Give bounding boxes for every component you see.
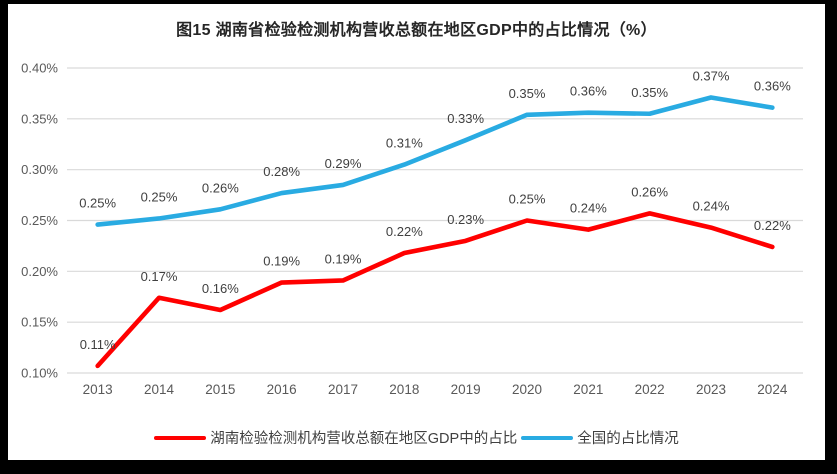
x-tick-label: 2021 bbox=[573, 382, 603, 397]
data-label: 0.26% bbox=[202, 180, 239, 195]
x-tick-label: 2013 bbox=[83, 382, 113, 397]
data-label: 0.22% bbox=[754, 218, 791, 233]
data-label: 0.19% bbox=[325, 251, 362, 266]
legend: 湖南检验检测机构营收总额在地区GDP中的占比 全国的占比情况 bbox=[8, 427, 825, 448]
data-label: 0.37% bbox=[693, 68, 730, 83]
legend-line-marker-blue bbox=[521, 435, 574, 440]
y-tick-label: 0.25% bbox=[21, 213, 58, 228]
legend-item-national: 全国的占比情况 bbox=[521, 427, 679, 448]
y-tick-label: 0.40% bbox=[21, 61, 58, 76]
data-label: 0.19% bbox=[263, 254, 300, 269]
data-label: 0.29% bbox=[325, 156, 362, 171]
data-label: 0.24% bbox=[570, 201, 607, 216]
data-label: 0.17% bbox=[141, 269, 178, 284]
x-tick-label: 2023 bbox=[696, 382, 726, 397]
data-label: 0.25% bbox=[141, 189, 178, 204]
data-label: 0.25% bbox=[509, 192, 546, 207]
data-label: 0.36% bbox=[754, 79, 791, 94]
data-label: 0.25% bbox=[79, 196, 116, 211]
x-tick-label: 2020 bbox=[512, 382, 542, 397]
legend-label-hunan: 湖南检验检测机构营收总额在地区GDP中的占比 bbox=[210, 431, 518, 447]
series-line-1 bbox=[95, 95, 775, 227]
data-label: 0.22% bbox=[386, 224, 423, 239]
series-line-0 bbox=[95, 211, 775, 369]
x-tick-label: 2024 bbox=[757, 382, 788, 397]
legend-line-marker-red bbox=[154, 435, 207, 440]
line-chart: 0.10% 0.15% 0.20% 0.25% 0.30% 0.35% 0.40% 2013 2… bbox=[21, 61, 803, 397]
data-label: 0.23% bbox=[447, 212, 484, 227]
data-label: 0.35% bbox=[631, 85, 668, 100]
legend-label-national: 全国的占比情况 bbox=[577, 431, 679, 447]
data-label: 0.35% bbox=[509, 86, 546, 101]
y-tick-label: 0.20% bbox=[21, 264, 58, 279]
x-tick-label: 2017 bbox=[328, 382, 358, 397]
legend-item-hunan: 湖南检验检测机构营收总额在地区GDP中的占比 bbox=[154, 427, 517, 448]
y-tick-label: 0.10% bbox=[21, 366, 58, 381]
x-tick-label: 2022 bbox=[635, 382, 665, 397]
x-tick-label: 2014 bbox=[144, 382, 175, 397]
x-tick-label: 2018 bbox=[389, 382, 419, 397]
data-label: 0.31% bbox=[386, 136, 423, 151]
data-label: 0.16% bbox=[202, 281, 239, 296]
chart-panel: 图15 湖南省检验检测机构营收总额在地区GDP中的占比情况（%） 0.10% 0.… bbox=[8, 4, 825, 460]
data-label: 0.24% bbox=[693, 199, 730, 214]
x-tick-label: 2019 bbox=[451, 382, 481, 397]
x-tick-label: 2015 bbox=[205, 382, 235, 397]
data-label: 0.36% bbox=[570, 84, 607, 99]
data-label: 0.11% bbox=[80, 337, 116, 352]
y-tick-label: 0.35% bbox=[21, 111, 58, 126]
data-label: 0.26% bbox=[631, 184, 668, 199]
chart-title: 图15 湖南省检验检测机构营收总额在地区GDP中的占比情况（%） bbox=[176, 22, 657, 39]
y-tick-label: 0.30% bbox=[21, 162, 58, 177]
data-label: 0.28% bbox=[263, 164, 300, 179]
y-tick-label: 0.15% bbox=[21, 315, 58, 330]
x-tick-label: 2016 bbox=[267, 382, 297, 397]
data-label: 0.33% bbox=[447, 111, 484, 126]
